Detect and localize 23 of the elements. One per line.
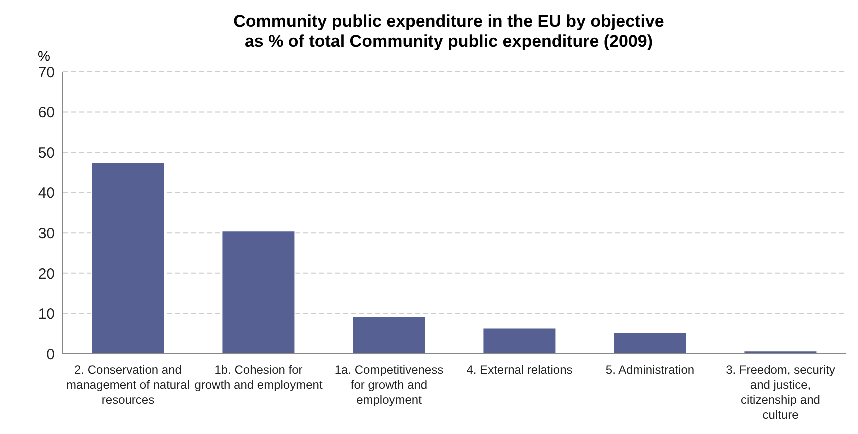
x-tick-label: 2. Conservation and management of natural resources — [66, 363, 190, 407]
bar — [222, 230, 296, 354]
bar — [352, 316, 426, 354]
bar — [482, 328, 557, 354]
y-tick-label: 40 — [38, 185, 55, 202]
x-tick-label: 1b. Cohesion for growth and employment — [194, 363, 324, 392]
y-tick-label: 50 — [38, 144, 55, 162]
chart-title: Community public expenditure in the EU by objective — [232, 12, 666, 32]
y-axis-title: % — [38, 48, 50, 64]
bar — [91, 162, 166, 354]
y-tick-label: 10 — [38, 306, 55, 324]
bar — [613, 332, 688, 354]
bar — [744, 350, 818, 354]
y-tick-label: 30 — [38, 225, 55, 242]
y-tick-label: 0 — [46, 346, 55, 364]
y-tick-label: 20 — [38, 266, 55, 283]
x-tick-label: 1a. Competitiveness for growth and employment — [334, 363, 444, 407]
y-tick-label: 70 — [38, 64, 55, 82]
x-tick-label: 3. Freedom, security and justice, citizenship and culture — [726, 363, 836, 422]
x-tick-label: 4. External relations — [466, 363, 573, 377]
chart-subtitle: as % of total Community public expenditure (2009) — [244, 32, 654, 51]
y-tick-label: 60 — [38, 104, 55, 122]
x-tick-label: 5. Administration — [606, 363, 695, 377]
